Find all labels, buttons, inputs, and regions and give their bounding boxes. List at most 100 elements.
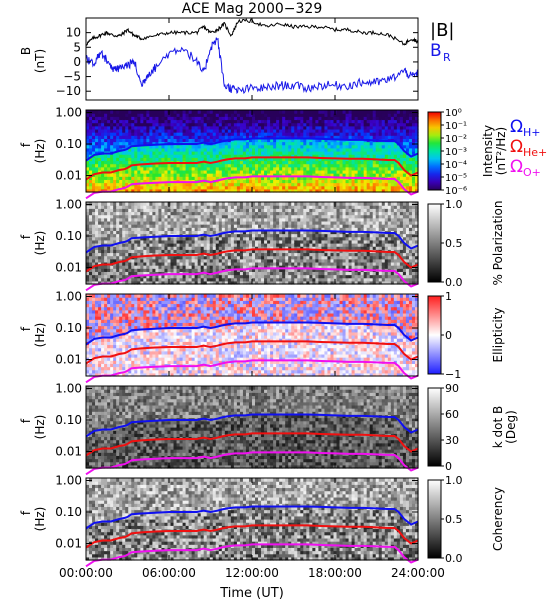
spectrogram-cell <box>315 169 319 174</box>
spectrogram-cell <box>122 125 126 130</box>
spectrogram-cell <box>245 208 250 213</box>
spectrogram-cell <box>264 182 268 187</box>
spectrogram-cell <box>206 154 211 158</box>
spectrogram-cell <box>200 224 205 228</box>
spectrogram-cell <box>221 271 226 276</box>
spectrogram-cell <box>267 188 271 193</box>
spectrogram-cell <box>194 236 199 241</box>
spectrogram-cell <box>143 188 147 193</box>
spectrogram-cell <box>261 208 265 213</box>
spectrogram-cell <box>372 135 377 139</box>
spectrogram-cell <box>381 110 386 114</box>
spectrogram-cell <box>182 280 187 285</box>
spectrogram-cell <box>173 163 178 168</box>
spectrogram-cell <box>381 135 386 139</box>
spectrogram-cell <box>258 185 262 190</box>
spectrogram-cell <box>203 265 208 269</box>
spectrogram-cell <box>321 110 326 114</box>
spectrogram-cell <box>273 236 277 241</box>
spectrogram-cell <box>98 214 102 219</box>
spectrogram-cell <box>89 157 93 162</box>
spectrogram-cell <box>384 147 389 152</box>
spectrogram-cell <box>393 135 398 139</box>
spectrogram-cell <box>276 265 280 269</box>
spectrogram-cell <box>242 274 247 279</box>
spectrogram-cell <box>110 141 114 146</box>
spectrogram-cell <box>245 135 250 139</box>
spectrogram-cell <box>188 119 193 124</box>
spectrogram-cell <box>212 205 217 209</box>
spectrogram-cell <box>122 188 126 193</box>
spectrogram-cell <box>327 166 332 171</box>
spectrogram-cell <box>134 280 138 285</box>
spectrogram-cell <box>158 132 163 136</box>
spectrogram-cell <box>155 154 160 158</box>
spectrogram-cell <box>282 217 286 222</box>
spectrogram-cell <box>194 138 199 143</box>
spectrogram-cell <box>110 249 114 254</box>
spectrogram-cell <box>279 227 283 231</box>
spectrogram-cell <box>327 113 332 117</box>
spectrogram-cell <box>291 224 295 228</box>
spectrogram-cell <box>218 261 223 266</box>
spectrogram-cell <box>255 169 259 174</box>
spectrogram-cell <box>312 205 316 209</box>
spectrogram-cell <box>212 132 217 136</box>
spectrogram-cell <box>396 157 401 162</box>
spectrogram-cell <box>309 227 313 231</box>
spectrogram-cell <box>149 176 153 180</box>
spectrogram-cell <box>282 185 286 190</box>
spectrogram-cell <box>405 163 410 168</box>
spectrogram-cell <box>173 122 178 127</box>
spectrogram-cell <box>188 188 193 193</box>
spectrogram-cell <box>200 217 205 222</box>
spectrogram-cell <box>194 125 199 130</box>
spectrogram-cell <box>282 255 286 260</box>
spectrogram-cell <box>203 154 208 158</box>
spectrogram-cell <box>245 179 250 184</box>
spectrogram-cell <box>318 110 323 114</box>
spectrogram-cell <box>107 239 111 244</box>
spectrogram-cell <box>267 214 271 219</box>
spectrogram-cell <box>212 185 217 190</box>
spectrogram-cell <box>86 144 90 149</box>
spectrogram-cell <box>227 144 232 149</box>
spectrogram-cell <box>104 202 108 206</box>
spectrogram-cell <box>191 220 196 225</box>
spectrogram-cell <box>270 249 274 254</box>
spectrogram-cell <box>176 138 181 143</box>
spectrogram-cell <box>203 246 208 250</box>
spectrogram-cell <box>158 274 163 279</box>
spectrogram-cell <box>393 147 398 152</box>
spectrogram-cell <box>86 128 90 133</box>
spectrogram-cell <box>167 163 172 168</box>
spectrogram-cell <box>239 205 244 209</box>
spectrogram-cell <box>242 255 247 260</box>
spectrogram-cell <box>203 157 208 162</box>
spectrogram-cell <box>131 252 135 257</box>
spectrogram-cell <box>267 119 271 124</box>
spectrogram-cell <box>218 239 223 244</box>
spectrogram-cell <box>233 132 238 136</box>
spectrogram-cell <box>297 261 301 266</box>
spectrogram-cell <box>170 208 175 213</box>
spectrogram-cell <box>164 132 169 136</box>
spectrogram-cell <box>140 119 144 124</box>
spectrogram-cell <box>113 116 117 121</box>
spectrogram-cell <box>285 246 289 250</box>
spectrogram-cell <box>98 116 102 121</box>
spectrogram-cell <box>182 277 187 282</box>
spectrogram-cell <box>339 151 344 155</box>
spectrogram-cell <box>158 239 163 244</box>
spectrogram-cell <box>261 173 265 177</box>
spectrogram-cell <box>155 182 160 187</box>
spectrogram-cell <box>164 169 169 174</box>
spectrogram-cell <box>411 125 416 130</box>
spectrogram-cell <box>321 179 326 184</box>
spectrogram-cell <box>236 202 241 206</box>
spectrogram-cell <box>104 160 108 165</box>
spectrogram-cell <box>297 157 301 162</box>
spectrogram-cell <box>270 160 274 165</box>
spectrogram-cell <box>381 154 386 158</box>
